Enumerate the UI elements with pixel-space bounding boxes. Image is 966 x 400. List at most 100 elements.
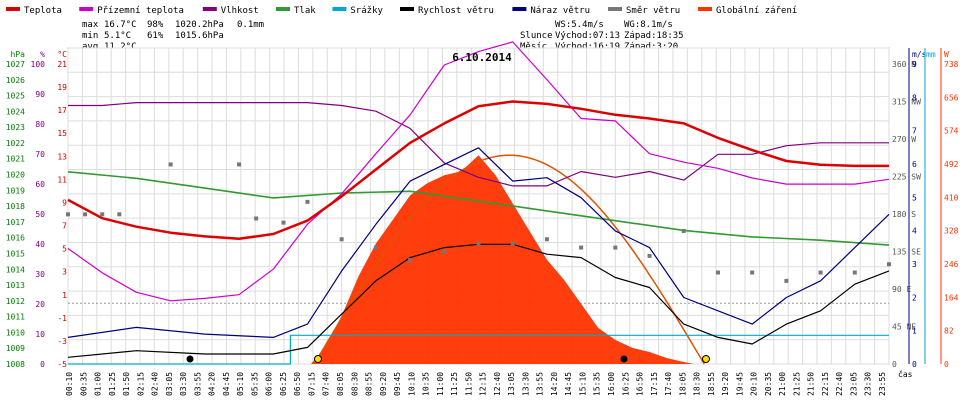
x-tick-label: 05:35 — [250, 372, 259, 396]
x-tick-label: 17:40 — [664, 372, 673, 396]
x-tick-label: 11:25 — [450, 372, 459, 396]
series-line — [67, 243, 890, 358]
radiation-axis-tick: 410 — [944, 193, 959, 202]
direction-axis-tick: 135 SE — [892, 248, 921, 257]
legend-label: Tlak — [294, 6, 316, 16]
x-tick-label: 13:05 — [507, 372, 516, 396]
wind-direction-point — [281, 220, 286, 225]
pressure-axis-tick: 1009 — [6, 344, 25, 353]
x-tick-label: 18:55 — [707, 372, 716, 396]
radiation-axis-tick: 574 — [944, 127, 959, 136]
x-tick-label: 03:30 — [179, 372, 188, 396]
x-tick-label: 03:55 — [193, 372, 202, 396]
humidity-axis-tick: 90 — [35, 90, 45, 99]
x-tick-label: 11:50 — [464, 372, 473, 396]
x-tick-label: 23:05 — [849, 372, 858, 396]
radiation-axis-tick: 656 — [944, 93, 959, 102]
legend-label: Vlhkost — [221, 6, 259, 16]
moon-label: Měsíc — [520, 42, 547, 52]
legend-swatch — [202, 7, 217, 11]
wind-direction-point — [408, 258, 413, 263]
x-tick-label: 15:35 — [593, 372, 602, 396]
temperature-axis-tick: 17 — [57, 106, 67, 115]
series-line — [67, 41, 890, 302]
x-tick-label: 23:55 — [878, 372, 887, 396]
wind-axis-tick: 4 — [912, 227, 917, 236]
wind-axis-tick: 8 — [912, 93, 917, 102]
series-line — [67, 100, 889, 241]
pressure-axis-tick: 1027 — [6, 60, 25, 69]
humidity-axis-tick: 50 — [35, 210, 45, 219]
humidity-axis-tick: 0 — [40, 360, 45, 369]
direction-axis-tick: 90 E — [892, 285, 911, 294]
wind-direction-point — [117, 212, 122, 217]
wind-axis-tick: 9 — [912, 60, 917, 69]
pressure-axis-tick: 1015 — [6, 249, 25, 258]
direction-axis-tick: 0 — [892, 360, 897, 369]
legend-swatch — [6, 7, 20, 11]
x-tick-label: 07:40 — [322, 372, 331, 396]
legend-label: Přízemní teplota — [97, 6, 184, 16]
x-tick-label: 00:35 — [79, 372, 88, 396]
legend: Teplota Přízemní teplota Vlhkost Tlak Srážky… — [6, 6, 797, 16]
stats-max-press: 1020.2hPa — [175, 20, 224, 30]
x-axis-label: čas — [898, 369, 913, 379]
radiation-axis-tick: 246 — [944, 260, 959, 269]
radiation-axis-tick: 0 — [944, 360, 949, 369]
x-tick-label: 06:25 — [279, 372, 288, 396]
pressure-axis-tick: 1011 — [6, 313, 25, 322]
x-tick-label: 08:05 — [336, 372, 345, 396]
temperature-axis-tick: 11 — [57, 175, 67, 184]
x-axis: 00:10 00:35 01:00 01:25 01:50 02:15 02:40 03:05… — [65, 372, 887, 396]
temperature-axis-tick: 7 — [62, 222, 67, 231]
stats-block: max 16.7°C 98% 1020.2hPa 0.1mm min 5.1°C… — [82, 20, 264, 52]
stats-min-hum: 61% — [147, 31, 164, 41]
moon-set: Západ:3:20 — [624, 42, 678, 52]
wind-direction-point — [254, 216, 259, 221]
direction-axis-tick: 180 S — [892, 210, 916, 219]
wind-axis-tick: 2 — [912, 293, 917, 302]
x-tick-label: 19:45 — [735, 372, 744, 396]
humidity-axis-tick: 100 — [31, 60, 46, 69]
stats-max-label: max — [82, 20, 99, 30]
axes: 1027102610251024102310221021102010191018… — [6, 0, 959, 369]
wind-gust-info: WG:8.1m/s — [624, 20, 673, 30]
direction-axis-tick: 45 NE — [892, 323, 916, 332]
x-tick-label: 10:10 — [407, 372, 416, 396]
wind-direction-point — [476, 241, 481, 246]
legend-swatch — [276, 7, 290, 11]
sun-set: Západ:18:35 — [624, 31, 684, 41]
x-tick-label: 12:15 — [479, 372, 488, 396]
x-tick-label: 22:40 — [835, 372, 844, 396]
x-tick-label: 05:10 — [236, 372, 245, 396]
x-tick-label: 01:25 — [108, 372, 117, 396]
legend-swatch — [608, 7, 622, 11]
x-tick-label: 00:10 — [65, 372, 74, 396]
wind-direction-point — [544, 237, 549, 242]
temperature-axis-tick: 13 — [57, 152, 67, 161]
wind-axis-unit: m/s — [912, 50, 927, 59]
x-tick-label: 16:50 — [636, 372, 645, 396]
stats-max-hum: 98% — [147, 20, 164, 30]
pressure-axis-tick: 1021 — [6, 155, 25, 164]
legend-label: Náraz větru — [530, 6, 590, 16]
x-tick-label: 02:15 — [136, 372, 145, 396]
x-tick-label: 13:55 — [536, 372, 545, 396]
x-tick-label: 16:25 — [621, 372, 630, 396]
wind-direction-point — [66, 212, 70, 217]
x-tick-label: 07:15 — [307, 372, 316, 396]
radiation-axis-tick: 164 — [944, 293, 959, 302]
x-tick-label: 17:15 — [650, 372, 659, 396]
wind-direction-point — [510, 241, 515, 246]
series-line — [67, 147, 890, 338]
pressure-axis-unit: hPa — [11, 50, 26, 59]
humidity-axis-tick: 20 — [35, 300, 45, 309]
x-tick-label: 15:10 — [578, 372, 587, 396]
direction-axis-tick: 360 N — [892, 60, 916, 69]
legend-label: Rychlost větru — [418, 6, 494, 16]
wind-direction-point — [681, 228, 686, 233]
temperature-axis-tick: 1 — [62, 291, 67, 300]
radiation-area — [68, 154, 889, 365]
wind-direction-point — [83, 212, 88, 217]
